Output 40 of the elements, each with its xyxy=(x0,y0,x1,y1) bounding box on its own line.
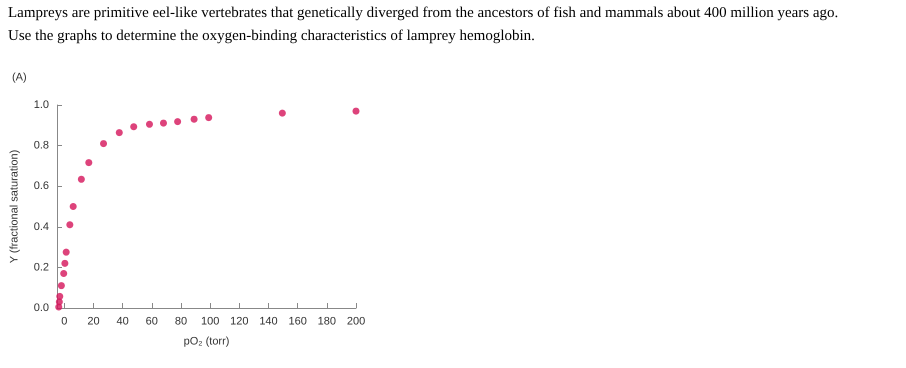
x-tick-label: 180 xyxy=(318,316,336,328)
point xyxy=(352,108,360,115)
point xyxy=(100,140,108,148)
y-tick-label: 0.6 xyxy=(34,180,49,192)
point xyxy=(70,203,77,210)
x-tick-label: 20 xyxy=(87,316,100,328)
y-tick-label: 0.2 xyxy=(34,261,49,274)
x-tick-label: 100 xyxy=(200,316,220,328)
point xyxy=(78,176,85,183)
y-tick-label: 1.0 xyxy=(34,99,49,111)
point xyxy=(130,123,138,130)
point xyxy=(146,120,153,128)
point xyxy=(278,110,286,117)
y-tick-label: 0.0 xyxy=(34,302,49,314)
y-axis-title: Y (fractional saturation) xyxy=(8,150,20,264)
x-tick-label: 80 xyxy=(174,316,188,328)
y-tick-label: 0.4 xyxy=(34,220,49,233)
point xyxy=(205,114,212,122)
x-tick-label: 120 xyxy=(230,316,248,328)
text: (A) xyxy=(12,72,27,84)
x-tick-label: 140 xyxy=(259,316,278,328)
point xyxy=(190,116,198,123)
point xyxy=(160,120,167,127)
y-tick-label: 0.8 xyxy=(34,140,49,152)
point xyxy=(174,118,182,126)
x-tick-label: 0 xyxy=(61,316,68,328)
point xyxy=(61,260,68,267)
x-tick-label: 60 xyxy=(146,316,158,328)
x-tick-label: 200 xyxy=(346,316,366,328)
point xyxy=(66,221,74,228)
point xyxy=(56,292,64,300)
text: Lampreys are primitive eel-like vertebrates that genetically diverged from the ancestors of fish and mammals about 400 million years ago. Use the graphs to determine the oxygen-binding characteristics of lamprey hemoglobin. xyxy=(8,4,840,46)
point xyxy=(60,270,68,277)
x-tick-label: 40 xyxy=(116,316,129,328)
point xyxy=(62,248,70,256)
point xyxy=(58,282,65,290)
point xyxy=(116,129,123,136)
x-tick-label: 160 xyxy=(288,316,307,328)
point xyxy=(85,159,92,166)
x-axis-title: pO₂ (torr) xyxy=(184,336,230,348)
